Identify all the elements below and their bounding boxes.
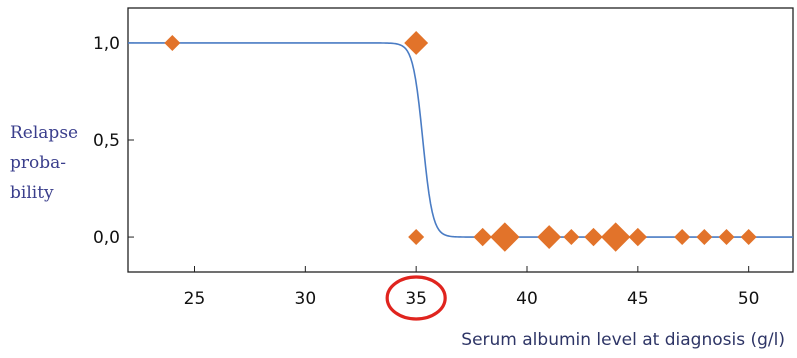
y-axis-label-line-2: proba- (10, 153, 67, 173)
plot-frame (127, 7, 794, 273)
data-point (404, 30, 429, 55)
x-axis: 25 30 35 40 45 50 (184, 266, 760, 309)
data-point (740, 229, 757, 246)
x-tick-label: 50 (738, 289, 760, 309)
highlight-circle (385, 275, 447, 321)
y-tick-label: 1,0 (93, 34, 120, 54)
y-axis: 0,0 0,5 1,0 (93, 34, 134, 248)
x-tick-label: 40 (516, 289, 538, 309)
x-axis-label: Serum albumin level at diagnosis (g/l) (461, 330, 785, 350)
y-tick-label: 0,0 (93, 228, 120, 248)
data-point (674, 229, 691, 246)
data-point (537, 225, 562, 250)
data-point (628, 227, 648, 247)
data-point (490, 222, 520, 252)
y-axis-label-line-3: bility (10, 183, 54, 203)
y-axis-label-line-1: Relapse (10, 123, 79, 143)
data-point (408, 229, 425, 246)
data-point (473, 227, 492, 247)
data-points (164, 30, 757, 252)
x-tick-label: 35 (405, 289, 427, 309)
data-point (164, 34, 181, 51)
data-point (600, 222, 631, 252)
data-point (696, 229, 713, 246)
x-tick-label: 25 (184, 289, 206, 309)
data-point (563, 229, 580, 246)
logistic-curve (128, 42, 793, 238)
y-tick-label: 0,5 (93, 131, 120, 151)
data-point (584, 227, 603, 247)
x-tick-label: 30 (295, 289, 317, 309)
x-tick-label: 45 (627, 289, 649, 309)
data-point (718, 229, 735, 246)
